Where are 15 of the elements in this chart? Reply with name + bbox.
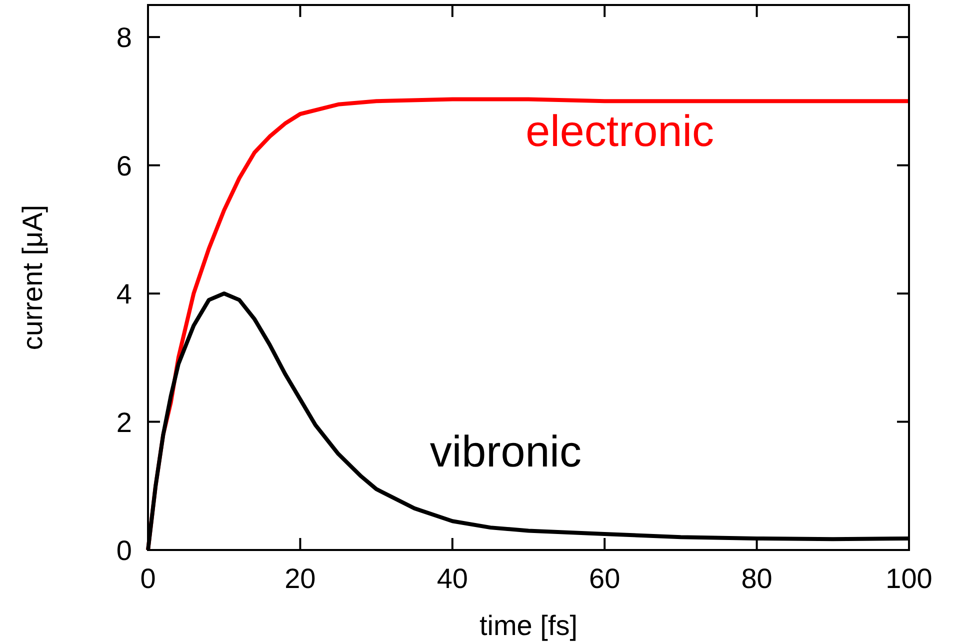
x-tick-label: 80 bbox=[741, 563, 772, 594]
y-tick-label: 4 bbox=[116, 278, 132, 310]
y-tick-label: 8 bbox=[116, 22, 132, 54]
series-label: electronic bbox=[526, 107, 714, 156]
y-tick-label: 6 bbox=[116, 150, 132, 182]
y-tick-label: 0 bbox=[116, 535, 132, 566]
x-axis-title: time [fs] bbox=[479, 610, 578, 641]
x-tick-label: 20 bbox=[284, 563, 316, 594]
x-tick-label: 60 bbox=[589, 563, 620, 594]
x-tick-label: 100 bbox=[886, 563, 932, 594]
y-tick-label: 2 bbox=[116, 406, 132, 438]
x-tick-label: 0 bbox=[140, 563, 156, 594]
y-axis-title: current [μA] bbox=[17, 204, 48, 350]
series-label: vibronic bbox=[430, 428, 582, 477]
x-tick-label: 40 bbox=[436, 563, 468, 594]
